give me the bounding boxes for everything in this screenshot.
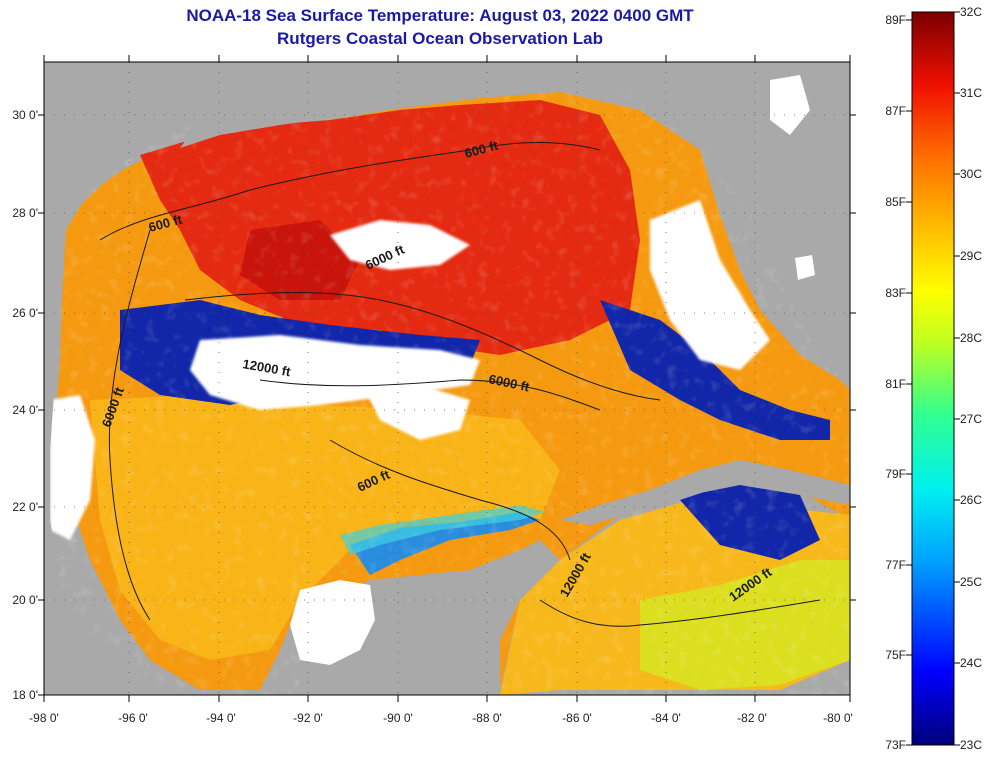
contour-6000ft-central bbox=[259, 379, 601, 411]
y-tick-label: 26 0' bbox=[12, 306, 38, 320]
colorbar-c-label: 24C bbox=[960, 656, 982, 670]
contour-12000ft-caribbean bbox=[539, 599, 821, 627]
x-tick-label: -82 0' bbox=[737, 711, 767, 725]
colorbar-c-label: 32C bbox=[960, 5, 982, 19]
colorbar-c-label: 25C bbox=[960, 575, 982, 589]
map-title: NOAA-18 Sea Surface Temperature: August … bbox=[186, 6, 694, 25]
x-tick-label: -90 0' bbox=[383, 711, 413, 725]
yucatan-peninsula bbox=[300, 540, 560, 695]
y-tick-label: 18 0' bbox=[12, 688, 38, 702]
contour-12000ft bbox=[184, 292, 661, 401]
colorbar-c-label: 23C bbox=[960, 738, 982, 752]
colorbar-f-label: 73F bbox=[885, 738, 906, 752]
colorbar-f-label: 77F bbox=[885, 558, 906, 572]
colorbar-f-label: 75F bbox=[885, 648, 906, 662]
colorbar-f-label: 79F bbox=[885, 467, 906, 481]
florida-cloud bbox=[770, 75, 810, 135]
x-tick-label: -96 0' bbox=[118, 711, 148, 725]
map-frame bbox=[43, 61, 851, 696]
contour-600ft-south bbox=[329, 439, 571, 561]
x-tick-label: -80 0' bbox=[823, 711, 853, 725]
y-tick-label: 30 0' bbox=[12, 108, 38, 122]
contour-6000ft-west bbox=[108, 229, 151, 621]
colorbar-f-label: 83F bbox=[885, 286, 906, 300]
colorbar-f-label: 89F bbox=[885, 13, 906, 27]
colorbar bbox=[911, 11, 955, 746]
x-tick-label: -98 0' bbox=[29, 711, 59, 725]
colorbar-f-label: 81F bbox=[885, 377, 906, 391]
colorbar-c-label: 28C bbox=[960, 331, 982, 345]
y-tick-label: 20 0' bbox=[12, 593, 38, 607]
y-tick-label: 28 0' bbox=[12, 206, 38, 220]
map-subtitle: Rutgers Coastal Ocean Observation Lab bbox=[277, 29, 603, 48]
x-tick-label: -86 0' bbox=[562, 711, 592, 725]
axis-ticks bbox=[38, 55, 856, 702]
colorbar-c-label: 26C bbox=[960, 493, 982, 507]
x-tick-label: -84 0' bbox=[651, 711, 681, 725]
x-tick-label: -94 0' bbox=[206, 711, 236, 725]
yucatan-cloud bbox=[290, 580, 375, 665]
y-tick-label: 22 0' bbox=[12, 500, 38, 514]
colorbar-c-label: 31C bbox=[960, 86, 982, 100]
colorbar-ticks bbox=[906, 11, 960, 746]
x-tick-label: -88 0' bbox=[472, 711, 502, 725]
colorbar-f-label: 87F bbox=[885, 104, 906, 118]
colorbar-f-label: 85F bbox=[885, 195, 906, 209]
colorbar-c-label: 30C bbox=[960, 167, 982, 181]
cuba bbox=[560, 460, 850, 525]
y-tick-label: 24 0' bbox=[12, 403, 38, 417]
florida-peninsula bbox=[630, 62, 850, 380]
colorbar-c-label: 29C bbox=[960, 249, 982, 263]
x-tick-label: -92 0' bbox=[293, 711, 323, 725]
bathymetry-contours bbox=[99, 142, 821, 627]
contour-600ft-north bbox=[99, 142, 601, 241]
us-gulf-coast bbox=[180, 62, 640, 148]
florida-lake bbox=[795, 255, 815, 280]
colorbar-c-label: 27C bbox=[960, 412, 982, 426]
mexico-coast bbox=[44, 62, 250, 695]
